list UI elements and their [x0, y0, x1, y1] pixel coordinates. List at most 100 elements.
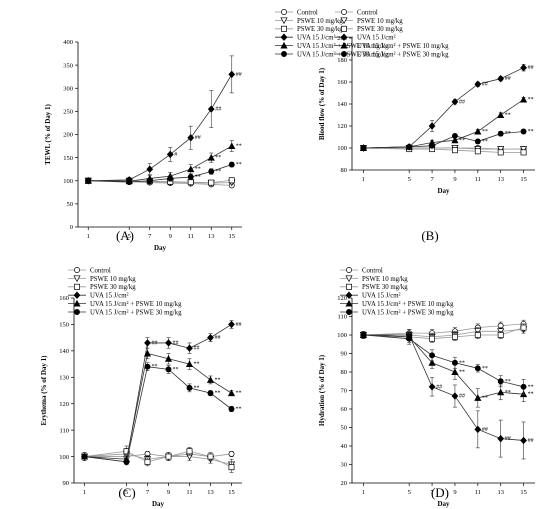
legend-marker: [280, 17, 288, 25]
data-point: [520, 436, 527, 445]
legend-marker: [281, 51, 287, 57]
x-tick-label: 7: [146, 489, 150, 496]
legend-marker: [346, 267, 352, 273]
significance-label: ##: [459, 394, 465, 400]
y-tick-label: 140: [337, 101, 347, 108]
legend-entry: UVA 15 J/cm² + PSWE 30 mg/kg: [90, 309, 182, 316]
y-tick-label: 90: [341, 351, 348, 358]
data-point: [497, 130, 504, 137]
data-point: [165, 339, 172, 347]
significance-label: **: [459, 360, 465, 366]
x-tick-label: 1: [362, 176, 365, 183]
x-tick-label: 15: [228, 489, 235, 496]
significance-label: ##: [195, 135, 201, 141]
data-point: [208, 179, 215, 186]
significance-label: **: [528, 384, 534, 390]
x-tick-label: 9: [169, 233, 172, 240]
significance-label: **: [215, 155, 221, 161]
x-tick-label: 11: [475, 176, 481, 183]
legend-entry: PSWE 10 mg/kg: [297, 18, 343, 25]
y-tick-label: 60: [341, 406, 348, 413]
data-point: [146, 177, 153, 184]
y-tick-label: 30: [341, 462, 348, 469]
significance-label: ##: [236, 72, 242, 78]
significance-label: ##: [236, 322, 242, 328]
legend-marker: [341, 51, 347, 57]
significance-label: #: [174, 152, 177, 158]
legend-marker: [74, 267, 80, 273]
data-point: [228, 70, 236, 79]
legend-marker: [74, 309, 80, 315]
data-point: [497, 146, 505, 153]
significance-label: ##: [528, 65, 534, 71]
data-point: [474, 365, 481, 372]
y-tick-label: 250: [63, 109, 73, 116]
significance-label: **: [482, 366, 488, 372]
data-point: [167, 175, 174, 182]
legend-marker: [341, 25, 347, 32]
data-point: [474, 127, 482, 135]
x-axis-title: Day: [152, 500, 165, 508]
legend-marker: [345, 299, 353, 307]
significance-label: **: [236, 391, 242, 397]
data-point: [497, 378, 504, 385]
data-point: [474, 80, 482, 88]
data-point: [360, 145, 367, 151]
legend-entry: UVA 15 J/cm² + PSWE 10 mg/kg: [90, 301, 182, 308]
panel-label: (C): [118, 485, 135, 500]
data-point: [126, 179, 133, 186]
data-point: [519, 95, 528, 103]
significance-label: ##: [194, 346, 200, 352]
y-tick-label: 80: [341, 369, 348, 376]
data-point: [144, 458, 151, 465]
data-point: [520, 128, 527, 135]
data-point: [451, 333, 458, 340]
legend-marker: [280, 41, 288, 49]
y-tick-label: 70: [341, 388, 348, 395]
y-axis-title: TEWL (% of Day 1): [44, 103, 52, 164]
series-5: ** ** **: [80, 347, 242, 463]
x-tick-label: 9: [453, 176, 456, 183]
data-point: [185, 360, 194, 368]
data-point: [228, 406, 235, 412]
significance-label: **: [482, 395, 488, 401]
x-tick-label: 13: [497, 176, 504, 183]
data-point: [187, 179, 194, 186]
data-point: [207, 153, 215, 161]
legend-entry: PSWE 30 mg/kg: [297, 26, 343, 33]
legend-entry: UVA 15 J/cm²: [297, 35, 336, 42]
series-6: ** ** ** ** **: [81, 362, 242, 465]
significance-label: **: [528, 392, 534, 398]
legend-entry: UVA 15 J/cm²: [357, 35, 396, 42]
legend-marker: [346, 309, 352, 315]
chart-panel-b: 801001201401601802001579111315DayBlood f…: [318, 9, 535, 243]
y-tick-label: 50: [341, 425, 348, 432]
data-point: [228, 464, 235, 471]
legend-entry: Control: [357, 9, 378, 16]
x-tick-label: 13: [497, 489, 504, 496]
y-tick-label: 200: [63, 132, 73, 139]
y-tick-label: 50: [67, 201, 74, 208]
data-point: [146, 165, 154, 173]
significance-label: ##: [152, 340, 158, 346]
x-tick-label: 5: [128, 233, 131, 240]
series-6: ** ** ** **: [360, 330, 534, 395]
data-point: [186, 448, 193, 455]
x-tick-label: 5: [125, 489, 128, 496]
data-point: [406, 335, 413, 342]
x-tick-label: 15: [520, 489, 527, 496]
legend-marker: [280, 33, 288, 41]
significance-label: **: [482, 129, 488, 135]
significance-label: **: [459, 138, 465, 144]
data-point: [81, 453, 88, 460]
data-point: [520, 324, 527, 331]
series-line: [363, 334, 524, 399]
y-tick-label: 150: [63, 155, 73, 162]
x-tick-label: 13: [207, 489, 214, 496]
x-tick-label: 5: [408, 489, 411, 496]
significance-label: ##: [505, 76, 511, 82]
significance-label: ##: [482, 427, 488, 433]
